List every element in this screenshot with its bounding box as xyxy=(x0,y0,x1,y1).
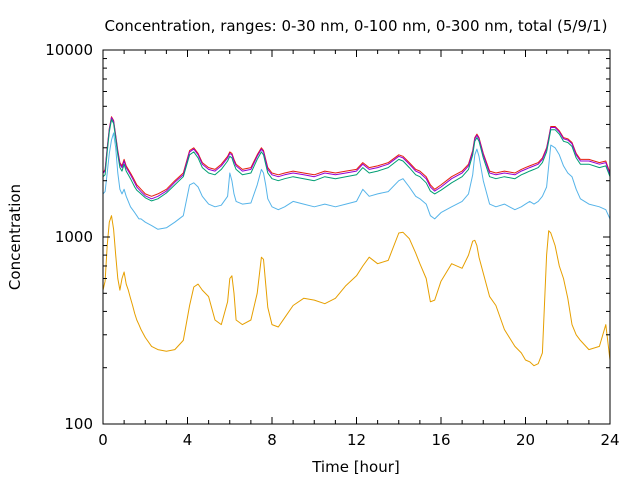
y-tick-label: 10000 xyxy=(45,41,93,59)
x-tick-label: 0 xyxy=(98,431,108,449)
plot-frame xyxy=(102,49,611,425)
x-tick-label: 8 xyxy=(267,431,277,449)
x-tick-label: 4 xyxy=(183,431,193,449)
x-tick-label: 24 xyxy=(600,431,619,449)
y-tick-label: 100 xyxy=(64,415,93,433)
axis-ticks: 0 4 8 12 16 20 24 100 1000 10000 xyxy=(45,41,619,449)
series-layer xyxy=(102,116,611,367)
x-tick-label: 20 xyxy=(516,431,535,449)
x-tick-label: 12 xyxy=(347,431,366,449)
x-axis-label: Time [hour] xyxy=(311,458,400,476)
chart-title: Concentration, ranges: 0-30 nm, 0-100 nm… xyxy=(105,17,608,35)
y-axis-label: Concentration xyxy=(6,184,24,290)
series-line-1 xyxy=(102,116,611,197)
series-line-5 xyxy=(102,215,611,367)
y-tick-label: 1000 xyxy=(55,228,93,246)
series-line-4 xyxy=(102,132,611,230)
series-line-3 xyxy=(102,119,611,202)
x-tick-label: 16 xyxy=(431,431,450,449)
series-line-2 xyxy=(102,117,611,200)
